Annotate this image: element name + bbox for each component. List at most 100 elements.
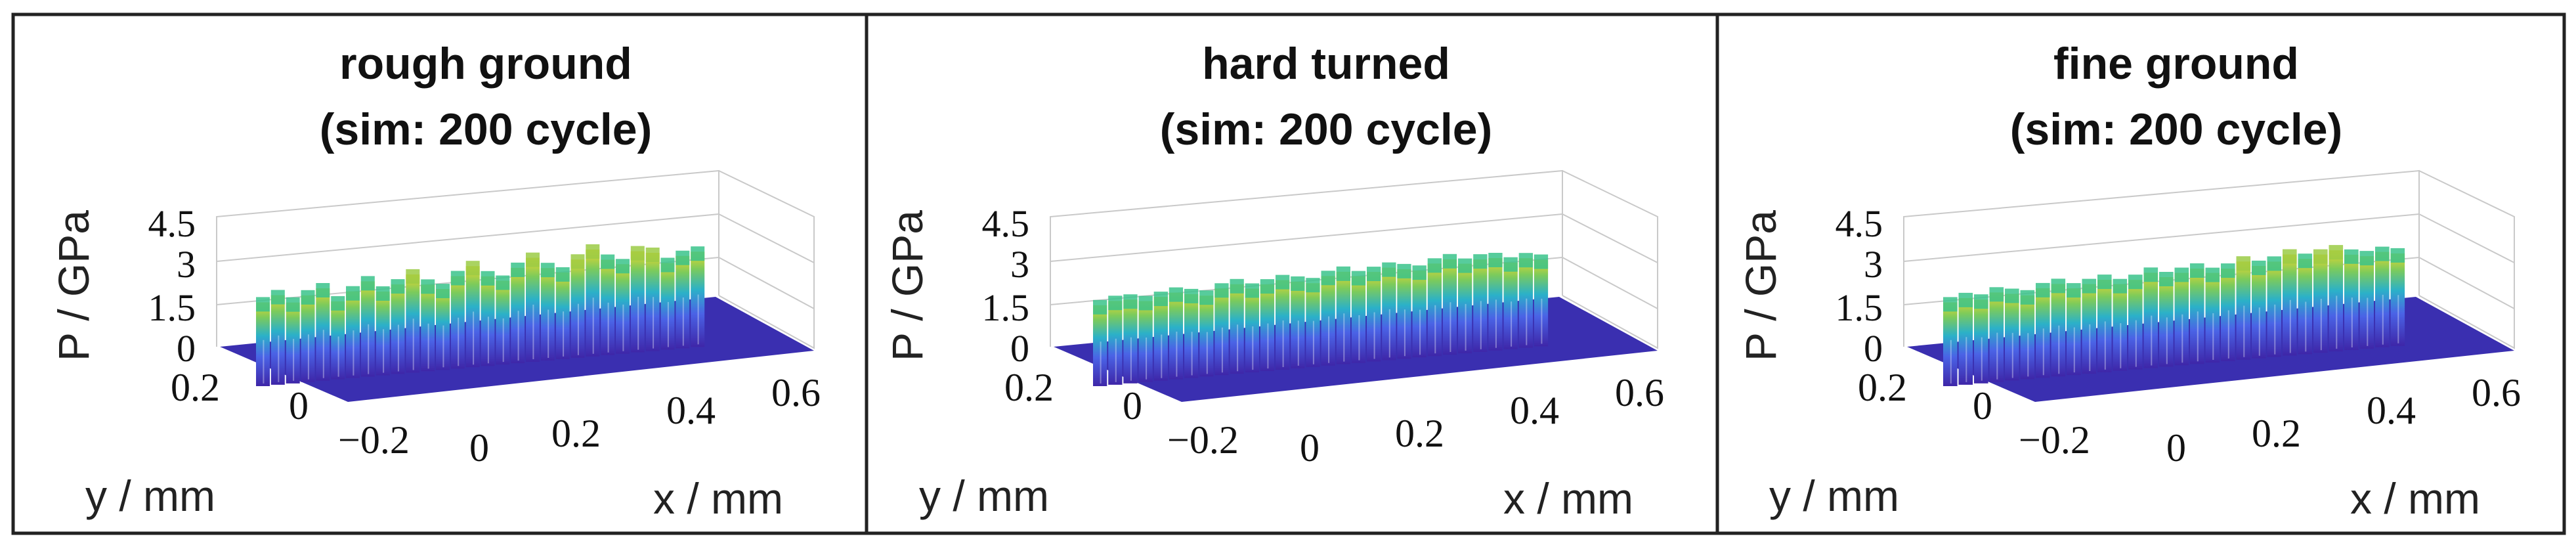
- surface-ridge-cap: [1367, 267, 1381, 282]
- surface-ridge-cap: [1336, 266, 1350, 281]
- panel-title-line2: (sim: 200 cycle): [2010, 104, 2343, 154]
- surface-ridge: [270, 295, 285, 385]
- z-tick: 4.5: [1835, 202, 1883, 245]
- surface-ridge: [2005, 294, 2019, 381]
- surface-ridge-cap: [1276, 274, 1290, 290]
- surface-ridge: [1336, 271, 1350, 364]
- x-tick: 0: [1300, 426, 1320, 470]
- surface-ridge-cap: [450, 271, 465, 286]
- surface-ridge-cap: [2267, 256, 2282, 271]
- surface-ridge: [2298, 259, 2313, 355]
- surface-ridge-cap: [436, 284, 450, 299]
- surface-ridge: [1503, 262, 1518, 349]
- surface-ridge-cap: [2205, 267, 2220, 282]
- surface-ridge: [450, 276, 465, 369]
- surface-ridge: [601, 259, 615, 355]
- surface-ridge: [676, 255, 690, 349]
- z-tick: 0: [1864, 327, 1883, 370]
- surface-ridge-cap: [1138, 296, 1153, 311]
- surface-ridge-cap: [1382, 262, 1396, 277]
- panel-title-line1: hard turned: [1202, 39, 1450, 89]
- surface-ridge-cap: [1503, 257, 1518, 272]
- y-tick: −0.2: [2019, 418, 2090, 462]
- surface-ridge-cap: [1534, 254, 1549, 269]
- surface-ridge: [2329, 250, 2344, 352]
- surface-ridge-cap: [1458, 258, 1472, 273]
- x-tick: 0.6: [1615, 371, 1664, 414]
- surface-ridge-cap: [2298, 253, 2313, 269]
- x-tick: 0.2: [551, 412, 601, 455]
- surface-ridge-cap: [2113, 278, 2128, 294]
- y-tick: 0: [1123, 384, 1142, 428]
- z-tick: 4.5: [148, 202, 196, 245]
- x-axis-label: x / mm: [1503, 474, 1633, 523]
- surface-ridge-cap: [1245, 283, 1259, 298]
- surface-ridge-cap: [1108, 296, 1123, 311]
- y-tick: −0.2: [338, 418, 410, 462]
- surface-ridge-cap: [691, 246, 705, 261]
- surface-ridge: [1199, 296, 1214, 377]
- surface-ridge: [481, 276, 495, 366]
- x-tick: 0: [469, 426, 489, 470]
- y-axis-label: y / mm: [85, 472, 215, 520]
- surface-ridge-cap: [540, 263, 555, 278]
- surface-ridge-cap: [1153, 292, 1168, 307]
- surface-ridge-cap: [1989, 287, 2004, 302]
- surface-ridge-cap: [2051, 278, 2066, 294]
- surface-ridge: [1291, 281, 1305, 368]
- surface-ridge: [645, 253, 660, 351]
- surface-ridge: [2190, 269, 2204, 364]
- surface-ridge: [1412, 271, 1427, 358]
- surface-ridge: [421, 284, 435, 372]
- surface-ridge-cap: [2020, 290, 2035, 305]
- surface-ridge-cap: [2283, 249, 2297, 264]
- surface-ridge: [660, 263, 675, 350]
- surface-ridge-cap: [256, 297, 270, 312]
- surface-ridge: [1214, 288, 1229, 376]
- panel-title-line1: rough ground: [339, 39, 632, 89]
- surface-ridge-cap: [391, 279, 405, 294]
- panel-title-line2: (sim: 200 cycle): [1160, 104, 1493, 154]
- surface-ridge-cap: [346, 286, 360, 301]
- panel-border: [1715, 12, 2566, 535]
- surface-ridge-cap: [570, 254, 585, 269]
- surface-ridge: [2359, 256, 2374, 349]
- surface-ridge-cap: [2359, 251, 2374, 266]
- surface-ridge-cap: [1943, 297, 1958, 312]
- surface-ridge: [1958, 297, 1973, 385]
- surface: [1907, 245, 2514, 402]
- z-tick: 3: [1010, 243, 1029, 286]
- surface-ridge: [1458, 263, 1472, 353]
- surface-ridge: [1351, 276, 1366, 363]
- panel-border: [865, 12, 1719, 535]
- z-tick: 0: [1010, 327, 1029, 370]
- surface-ridge: [1427, 263, 1442, 357]
- surface-ridge: [2097, 280, 2112, 372]
- surface-ridge: [1306, 283, 1320, 367]
- y-tick: 0: [289, 384, 309, 428]
- surface-ridge: [286, 302, 300, 384]
- surface-ridge: [2221, 269, 2235, 361]
- surface-ridge-cap: [301, 290, 315, 305]
- surface-ridge-cap: [1169, 287, 1184, 302]
- surface-ridge: [1473, 259, 1488, 352]
- x-axis-label: x / mm: [653, 474, 783, 523]
- z-tick: 1.5: [1835, 286, 1883, 329]
- surface-ridge-cap: [2221, 263, 2235, 278]
- surface-ridge: [2375, 252, 2390, 347]
- surface-ridge-cap: [1291, 276, 1305, 291]
- z-axis-label: P / GPa: [883, 210, 932, 361]
- surface-ridge-cap: [1412, 265, 1427, 280]
- surface: [1054, 253, 1658, 402]
- surface-ridge: [2205, 273, 2220, 362]
- surface-ridge: [2020, 295, 2035, 380]
- surface-ridge: [2313, 254, 2328, 353]
- surface-ridge: [1518, 258, 1533, 348]
- surface-ridge: [1260, 284, 1275, 372]
- surface-ridge-cap: [630, 246, 645, 261]
- surface-ridge-cap: [1306, 278, 1320, 293]
- surface-ridge: [2113, 284, 2128, 371]
- surface-ridge: [1534, 259, 1549, 347]
- surface-ridge-cap: [421, 279, 435, 294]
